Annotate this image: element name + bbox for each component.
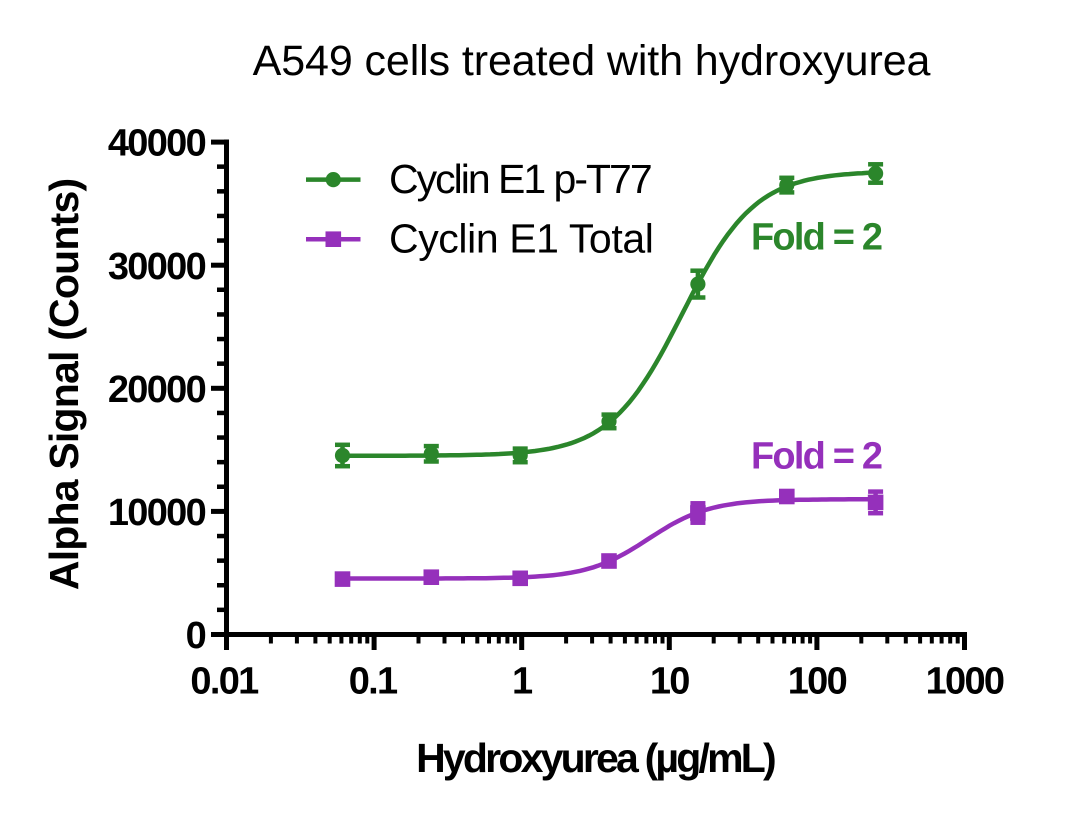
svg-text:40000: 40000 [108,123,206,165]
svg-text:0.1: 0.1 [349,661,398,703]
svg-text:0.01: 0.01 [190,661,259,703]
svg-text:Fold = 2: Fold = 2 [751,435,882,477]
svg-text:0: 0 [186,615,206,657]
svg-text:Hydroxyurea (µg/mL): Hydroxyurea (µg/mL) [416,735,775,781]
svg-text:A549 cells treated with hydrox: A549 cells treated with hydroxyurea [253,37,931,85]
svg-text:1000: 1000 [926,661,1004,703]
svg-text:1: 1 [512,661,533,703]
svg-text:30000: 30000 [108,246,206,288]
svg-text:Cyclin E1 p-T77: Cyclin E1 p-T77 [389,156,651,202]
svg-text:Cyclin E1 Total: Cyclin E1 Total [389,216,653,262]
svg-text:100: 100 [788,661,847,703]
svg-text:Fold = 2: Fold = 2 [751,216,882,258]
svg-text:10000: 10000 [108,492,206,534]
svg-text:Alpha Signal (Counts): Alpha Signal (Counts) [41,179,87,590]
svg-text:10: 10 [650,661,689,703]
svg-text:20000: 20000 [108,369,206,411]
